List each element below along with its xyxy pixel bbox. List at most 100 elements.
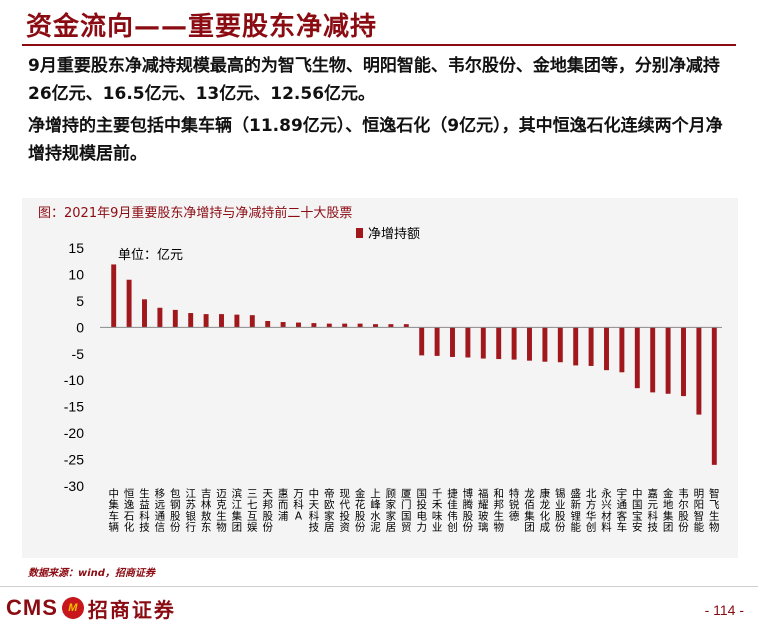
chart-title: 图：2021年9月重要股东净增持与净减持前二十大股票	[38, 206, 353, 221]
bar	[542, 327, 548, 362]
bar	[557, 327, 563, 363]
bar	[665, 327, 671, 394]
x-tick-label: 中国宝安	[632, 487, 643, 534]
x-tick-label: 移远通信	[155, 487, 166, 534]
summary-paragraph-reduction: 9月重要股东净减持规模最高的为智飞生物、明阳智能、韦尔股份、金地集团等，分别净减…	[28, 56, 720, 104]
x-tick-label: 帝欧家居	[324, 487, 335, 534]
bar-chart: 15 10 5 0 -5 -10 -15 -20 -25 -30 中集车辆恒逸石化生益科技移远通信包…	[64, 227, 722, 534]
bar	[373, 324, 378, 328]
y-tick-label: -30	[64, 478, 84, 494]
bar	[203, 314, 209, 328]
y-tick-label: 15	[68, 240, 84, 256]
x-tick-label: 嘉元科技	[647, 487, 658, 534]
bar	[219, 314, 224, 328]
bar	[419, 327, 425, 356]
x-tick-label: 龙佰集团	[524, 487, 535, 534]
company-logo: CMS M 招商证券	[6, 595, 176, 622]
bar	[111, 264, 117, 328]
bar	[480, 327, 486, 359]
bar	[249, 315, 255, 328]
bar	[527, 327, 532, 361]
bar	[280, 322, 286, 328]
y-tick-label: 10	[68, 266, 84, 282]
x-tick-label: 千禾味业	[432, 488, 443, 534]
bar	[234, 314, 240, 328]
bar	[511, 327, 517, 360]
y-tick-label: -20	[64, 425, 84, 441]
bar	[142, 299, 147, 328]
bar	[450, 327, 455, 357]
bar	[172, 309, 178, 328]
x-tick-label: 特锐德	[509, 488, 520, 522]
y-tick-label: -25	[64, 452, 84, 468]
y-tick-label: 0	[76, 319, 84, 335]
bar	[650, 327, 656, 393]
bar	[604, 327, 609, 371]
bar	[265, 320, 271, 328]
footer-divider	[0, 586, 758, 587]
x-tick-label: 吉林敖东	[201, 488, 212, 534]
x-tick-label: 上峰水泥	[370, 488, 381, 534]
chart-panel: 图：2021年9月重要股东净增持与净减持前二十大股票 15 10 5 0 -5 -10 -1…	[22, 198, 738, 558]
page-number: - 114 -	[704, 602, 744, 618]
bar	[681, 327, 686, 397]
bar	[496, 327, 502, 360]
bar	[188, 313, 194, 328]
x-tick-label: 江苏银行	[185, 488, 196, 534]
bar	[157, 307, 163, 328]
x-tick-label: 智飞生物	[709, 487, 720, 534]
x-tick-label: 金地集团	[663, 487, 674, 534]
bar	[634, 327, 640, 389]
summary-paragraph-increase: 净增持的主要包括中集车辆（11.89亿元）、恒逸石化（9亿元），其中恒逸石化连续…	[28, 116, 723, 164]
x-tick-label: 金花股份	[355, 487, 366, 534]
slide-title: 资金流向——重要股东净减持	[26, 12, 378, 42]
bar	[588, 327, 594, 366]
y-tick-label: 5	[76, 293, 84, 309]
x-tick-label: 康龙化成	[540, 487, 551, 534]
bar	[326, 323, 332, 328]
y-tick-label: -5	[72, 346, 85, 362]
bar	[465, 327, 471, 358]
bar	[403, 324, 409, 328]
x-tick-label: 滨江集团	[232, 487, 243, 534]
bar	[357, 323, 363, 328]
x-tick-label: 三七互娱	[247, 488, 258, 534]
x-tick-label: 盛新锂能	[570, 487, 581, 534]
x-tick-label: 包钢股份	[170, 487, 181, 534]
y-tick-label: -10	[64, 372, 84, 388]
unit-label: 单位：亿元	[118, 248, 183, 263]
x-tick-label: 捷佳伟创	[447, 487, 458, 534]
bar	[311, 323, 317, 328]
y-tick-label: -15	[64, 399, 84, 415]
x-tick-label: 生益科技	[139, 487, 150, 534]
x-tick-label: 北方华创	[586, 488, 597, 534]
x-tick-label: 国投电力	[416, 488, 427, 534]
x-tick-label: 明阳智能	[694, 488, 705, 534]
bar	[126, 279, 132, 328]
x-tick-label: 韦尔股份	[678, 488, 689, 534]
legend-swatch	[356, 228, 363, 238]
logo-mark-icon: M	[61, 597, 84, 619]
bar	[434, 327, 440, 356]
logo-cms-text: CMS	[6, 595, 58, 620]
x-tick-label: 迈克生物	[216, 488, 227, 534]
x-tick-label: 惠而浦	[278, 487, 289, 522]
bar	[711, 327, 717, 465]
x-tick-label: 永兴材料	[601, 487, 612, 534]
x-tick-label: 宇通客车	[617, 487, 628, 534]
bar	[696, 327, 702, 415]
x-tick-label: 福耀玻璃	[478, 487, 489, 534]
bar	[573, 327, 579, 366]
x-tick-label: 中天科技	[309, 487, 320, 534]
title-divider	[22, 44, 736, 46]
bar	[296, 322, 301, 328]
bar	[342, 323, 348, 328]
x-tick-label: 顾家家居	[386, 488, 397, 534]
data-source: 数据来源：wind，招商证券	[28, 568, 155, 579]
x-tick-label: 和邦生物	[493, 488, 504, 534]
x-tick-label: 恒逸石化	[124, 487, 135, 534]
x-tick-label: 天邦股份	[262, 488, 273, 534]
x-tick-label: 万科 A	[293, 488, 304, 522]
x-tick-label: 中集车辆	[108, 487, 119, 534]
legend-label: 净增持额	[368, 227, 420, 242]
